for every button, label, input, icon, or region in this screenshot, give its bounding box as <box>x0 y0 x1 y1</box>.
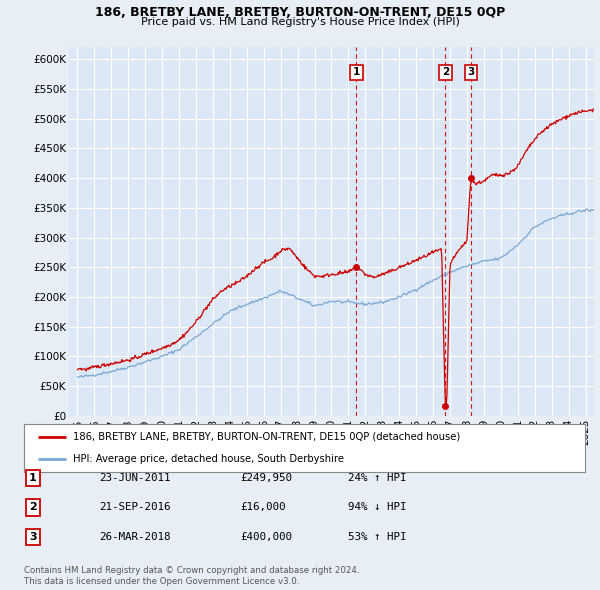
Text: £249,950: £249,950 <box>240 473 292 483</box>
Text: HPI: Average price, detached house, South Derbyshire: HPI: Average price, detached house, Sout… <box>73 454 344 464</box>
Text: 3: 3 <box>467 67 475 77</box>
Text: Price paid vs. HM Land Registry's House Price Index (HPI): Price paid vs. HM Land Registry's House … <box>140 17 460 27</box>
Text: 26-MAR-2018: 26-MAR-2018 <box>99 532 170 542</box>
Text: 21-SEP-2016: 21-SEP-2016 <box>99 503 170 512</box>
Text: £400,000: £400,000 <box>240 532 292 542</box>
Text: 24% ↑ HPI: 24% ↑ HPI <box>348 473 407 483</box>
Text: £16,000: £16,000 <box>240 503 286 512</box>
Text: 94% ↓ HPI: 94% ↓ HPI <box>348 503 407 512</box>
Text: 3: 3 <box>29 532 37 542</box>
Text: 23-JUN-2011: 23-JUN-2011 <box>99 473 170 483</box>
Text: 2: 2 <box>29 503 37 512</box>
Text: 186, BRETBY LANE, BRETBY, BURTON-ON-TRENT, DE15 0QP (detached house): 186, BRETBY LANE, BRETBY, BURTON-ON-TREN… <box>73 432 461 442</box>
Text: 1: 1 <box>29 473 37 483</box>
Text: 2: 2 <box>442 67 449 77</box>
Text: 53% ↑ HPI: 53% ↑ HPI <box>348 532 407 542</box>
Text: Contains HM Land Registry data © Crown copyright and database right 2024.
This d: Contains HM Land Registry data © Crown c… <box>24 566 359 586</box>
Text: 186, BRETBY LANE, BRETBY, BURTON-ON-TRENT, DE15 0QP: 186, BRETBY LANE, BRETBY, BURTON-ON-TREN… <box>95 6 505 19</box>
Text: 1: 1 <box>353 67 360 77</box>
